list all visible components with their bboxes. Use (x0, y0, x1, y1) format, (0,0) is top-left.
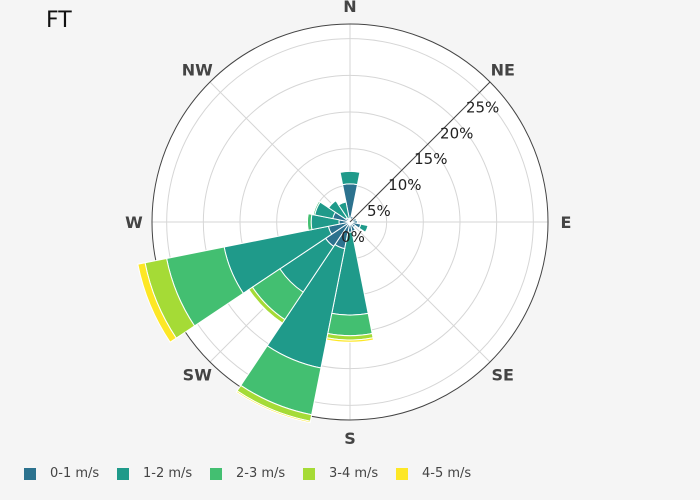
wind-bar (327, 312, 373, 337)
legend: 0-1 m/s 1-2 m/s 2-3 m/s 3-4 m/s 4-5 m/s (24, 466, 489, 481)
wind-bar (327, 199, 337, 209)
radial-axis-line (349, 81, 491, 223)
wind-bars (137, 170, 375, 424)
legend-swatch (396, 467, 408, 480)
chart-title: FT (46, 8, 72, 33)
wind-bar (306, 213, 313, 231)
radial-tick-label: 10% (388, 176, 421, 194)
radial-tick-label: 20% (440, 124, 473, 142)
radial-tick-label: 0% (341, 228, 365, 246)
wind-bar (339, 170, 361, 186)
direction-label: E (561, 213, 572, 232)
wind-bar (358, 223, 369, 233)
radial-tick-label: 15% (414, 150, 447, 168)
legend-item[interactable]: 3-4 m/s (303, 466, 396, 481)
wind-bar (137, 262, 177, 343)
wind-bar (337, 200, 347, 206)
wind-bar (325, 337, 375, 343)
legend-swatch (303, 467, 315, 480)
legend-item[interactable]: 2-3 m/s (210, 466, 303, 481)
legend-item[interactable]: 1-2 m/s (117, 466, 210, 481)
direction-label: NW (182, 60, 213, 79)
legend-item[interactable]: 0-1 m/s (24, 466, 117, 481)
angular-gridline (209, 81, 351, 223)
legend-label: 4-5 m/s (422, 466, 472, 481)
legend-swatch (24, 467, 36, 480)
direction-label: SW (183, 366, 213, 385)
direction-label: S (344, 429, 356, 448)
angular-gridline (349, 221, 491, 363)
wind-bar (247, 288, 284, 325)
polar-outline (151, 23, 549, 421)
legend-label: 2-3 m/s (236, 466, 286, 481)
direction-label: N (343, 0, 356, 16)
legend-item[interactable]: 4-5 m/s (396, 466, 489, 481)
legend-swatch (210, 467, 222, 480)
direction-label: NE (491, 60, 515, 79)
legend-swatch (117, 467, 129, 480)
radial-tick-label: 25% (466, 98, 499, 116)
radial-tick-label: 5% (367, 202, 391, 220)
legend-label: 1-2 m/s (143, 466, 193, 481)
axis-labels: 0%5% 10% 15% 20% 25% N NE E SE S SW W NW (125, 0, 571, 448)
direction-label: SE (492, 366, 514, 385)
legend-label: 0-1 m/s (50, 466, 100, 481)
direction-label: W (125, 213, 143, 232)
legend-label: 3-4 m/s (329, 466, 379, 481)
wind-bar (312, 200, 321, 216)
wind-bar (235, 390, 311, 424)
